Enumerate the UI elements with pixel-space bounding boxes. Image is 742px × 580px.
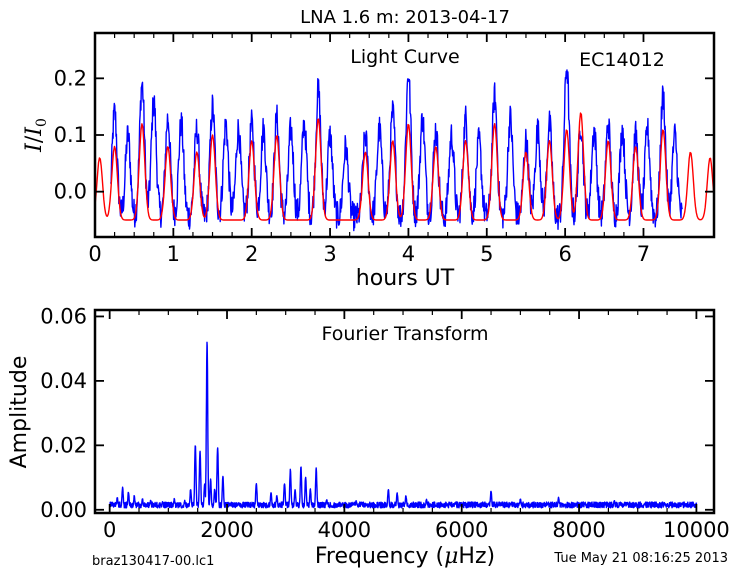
light-curve-plot-area (95, 69, 714, 232)
fourier-title: Fourier Transform (321, 323, 488, 345)
fourier-y-tick-label: 0.06 (40, 304, 87, 328)
light-curve-x-tick-label: 6 (558, 242, 571, 266)
y-label-subscript: 0 (34, 118, 50, 127)
fourier-amplitude-series (109, 341, 698, 509)
light-curve-x-tick-label: 2 (245, 242, 258, 266)
fourier-ticks (95, 310, 714, 513)
light-curve-y-tick-label: 0.1 (54, 123, 87, 147)
y-label-slash: / (22, 135, 47, 143)
x-label-main: Frequency ( (315, 544, 444, 569)
light-curve-x-tick-label: 0 (88, 242, 101, 266)
light-curve-ticks (94, 33, 714, 237)
fourier-y-tick-label: 0.02 (40, 433, 87, 457)
light-curve-fit-series (95, 112, 714, 221)
light-curve-y-axis-label: I/I0 (22, 118, 50, 153)
light-curve-y-tick-label: 0.2 (54, 66, 87, 90)
fourier-plot-area (109, 341, 698, 509)
fourier-x-tick-label: 0 (103, 518, 116, 542)
light-curve-x-tick-label: 3 (323, 242, 336, 266)
fourier-x-tick-label: 10000 (663, 518, 730, 542)
light-curve-x-tick-label: 5 (480, 242, 493, 266)
fourier-x-axis-label: Frequency (μHz) (315, 544, 495, 569)
fourier-x-tick-label: 6000 (435, 518, 488, 542)
light-curve-x-tick-label: 1 (167, 242, 180, 266)
light-curve-x-tick-label: 7 (637, 242, 650, 266)
x-label-mu: μ (444, 544, 458, 569)
light-curve-y-tick-label: 0.0 (54, 180, 87, 204)
svg-text:I/I0: I/I0 (22, 118, 50, 153)
y-label-denominator: I (22, 126, 47, 137)
light-curve-x-axis-label: hours UT (356, 266, 455, 291)
light-curve-observed-series (110, 69, 683, 232)
fourier-panel: 0 2000 4000 6000 8000 10000 0.00 0.02 0.04 0.06 F… (7, 304, 730, 569)
light-curve-tick-labels: 0 1 2 3 4 5 6 7 0.0 0.1 0.2 (54, 66, 651, 266)
light-curve-annotation: EC14012 (579, 49, 665, 71)
fourier-x-tick-label: 8000 (552, 518, 605, 542)
y-label-numerator: I (22, 142, 47, 153)
fourier-y-tick-label: 0.04 (40, 369, 87, 393)
page-title: LNA 1.6 m: 2013-04-17 (300, 7, 510, 28)
x-label-unit: Hz) (458, 544, 495, 569)
light-curve-title: Light Curve (350, 46, 460, 68)
fourier-x-tick-label: 2000 (200, 518, 253, 542)
fourier-frame (93, 308, 716, 515)
footer-filename: braz130417-00.lc1 (92, 554, 214, 569)
fourier-x-tick-label: 4000 (318, 518, 371, 542)
fourier-tick-labels: 0 2000 4000 6000 8000 10000 0.00 0.02 0.04 0.06 (40, 304, 730, 542)
light-curve-x-tick-label: 4 (402, 242, 415, 266)
fourier-y-axis-label: Amplitude (7, 356, 32, 469)
fourier-y-tick-label: 0.00 (40, 498, 87, 522)
light-curve-panel: 0 1 2 3 4 5 6 7 0.0 0.1 0.2 Light Curve EC14012 ho… (22, 31, 716, 291)
footer-timestamp: Tue May 21 08:16:25 2013 (553, 551, 728, 566)
